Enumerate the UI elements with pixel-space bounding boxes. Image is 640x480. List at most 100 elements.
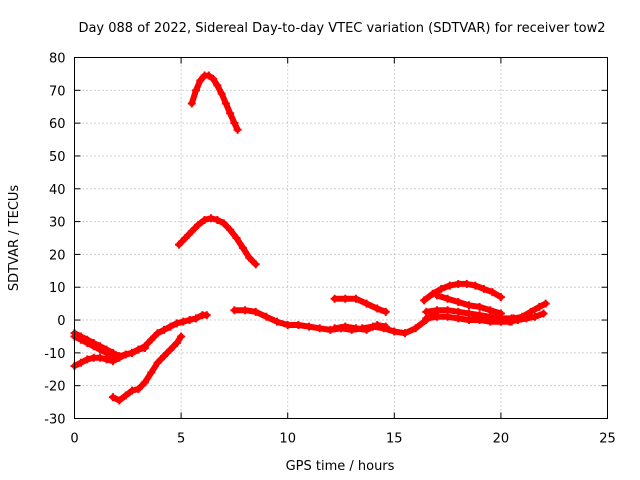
data-point xyxy=(373,304,382,313)
data-point xyxy=(76,358,85,367)
data-point xyxy=(262,312,271,321)
y-axis-label: SDTVAR / TECUs xyxy=(7,185,22,292)
data-point xyxy=(526,307,535,316)
y-tick-label: 10 xyxy=(49,281,66,296)
data-point xyxy=(283,320,292,329)
data-point xyxy=(187,227,196,236)
data-point xyxy=(531,312,540,321)
data-point xyxy=(454,297,463,306)
series-arc-evening-peak xyxy=(420,279,505,305)
y-tick-label: 40 xyxy=(49,183,66,198)
data-point xyxy=(166,322,175,331)
chart-title: Day 088 of 2022, Sidereal Day-to-day VTE… xyxy=(78,21,605,36)
data-point xyxy=(341,294,350,303)
data-point xyxy=(471,281,480,290)
data-point xyxy=(96,353,105,362)
data-point xyxy=(177,332,186,341)
data-point xyxy=(153,358,162,367)
data-point xyxy=(475,316,484,325)
tick-labels: 0 5 10 15 20 25 -30 -20 -10 0 10 20 30 40 50 60 70 80 xyxy=(44,52,616,447)
data-point xyxy=(206,214,215,223)
data-point xyxy=(362,299,371,308)
data-point xyxy=(76,335,85,344)
data-point xyxy=(381,307,390,316)
data-point xyxy=(179,317,188,326)
data-point xyxy=(213,81,222,90)
data-point xyxy=(241,306,250,315)
data-point xyxy=(147,368,156,377)
data-point xyxy=(196,76,205,85)
series-line xyxy=(176,215,259,268)
data-point xyxy=(172,319,181,328)
series-arc-late-2 xyxy=(505,309,548,326)
data-point xyxy=(373,320,382,329)
data-point xyxy=(445,281,454,290)
data-point xyxy=(488,288,497,297)
y-tick-label: 0 xyxy=(57,314,65,329)
data-point xyxy=(330,324,339,333)
data-point xyxy=(232,234,241,242)
data-point xyxy=(273,317,282,326)
data-point xyxy=(192,86,201,95)
data-point xyxy=(411,324,420,333)
data-point xyxy=(89,342,98,351)
data-point xyxy=(221,99,230,108)
series-arc-morning-2 xyxy=(70,343,149,370)
data-point xyxy=(496,293,505,302)
data-point xyxy=(128,348,137,357)
data-point xyxy=(351,324,360,333)
x-tick-label: 0 xyxy=(70,432,78,447)
data-point xyxy=(294,320,303,329)
data-point xyxy=(422,314,431,323)
data-point xyxy=(108,352,117,361)
data-point xyxy=(479,284,488,293)
data-point xyxy=(505,317,514,326)
data-point xyxy=(535,302,544,311)
data-point xyxy=(315,324,324,333)
data-point xyxy=(160,352,169,361)
data-point xyxy=(251,307,260,316)
data-point xyxy=(400,329,409,338)
data-point xyxy=(381,322,390,331)
data-point xyxy=(226,109,235,118)
data-point xyxy=(251,260,260,269)
data-point xyxy=(486,317,495,326)
data-point xyxy=(121,391,130,400)
data-point xyxy=(172,339,181,348)
data-point xyxy=(462,279,471,288)
data-point xyxy=(134,345,143,354)
series-arc-mid-peak xyxy=(174,214,260,269)
data-point xyxy=(522,314,531,323)
data-point xyxy=(115,353,124,362)
data-point xyxy=(202,311,211,320)
data-point xyxy=(213,215,222,224)
data-point xyxy=(464,316,473,325)
data-point xyxy=(140,343,149,352)
series-arc-rising-low xyxy=(108,332,186,405)
data-point xyxy=(454,314,463,323)
y-tick-label: 20 xyxy=(49,248,66,263)
data-series xyxy=(70,71,550,405)
data-point xyxy=(432,291,441,300)
grid xyxy=(74,57,608,419)
data-point xyxy=(245,253,254,262)
data-point xyxy=(115,396,124,405)
data-point xyxy=(539,309,548,318)
data-point xyxy=(204,71,213,80)
series-arc-morning-3 xyxy=(70,332,117,361)
y-tick-label: 60 xyxy=(49,117,66,132)
series-arc-midday xyxy=(230,306,441,338)
data-point xyxy=(464,301,473,310)
data-point xyxy=(153,329,162,338)
y-tick-label: -30 xyxy=(44,413,65,428)
data-point xyxy=(390,327,399,336)
data-point xyxy=(233,125,242,134)
data-point xyxy=(443,294,452,303)
data-point xyxy=(83,355,92,364)
x-tick-label: 25 xyxy=(599,432,616,447)
series-arc-evening-3 xyxy=(422,306,516,323)
data-point xyxy=(185,316,194,325)
data-point xyxy=(166,345,175,354)
x-tick-label: 5 xyxy=(177,432,185,447)
